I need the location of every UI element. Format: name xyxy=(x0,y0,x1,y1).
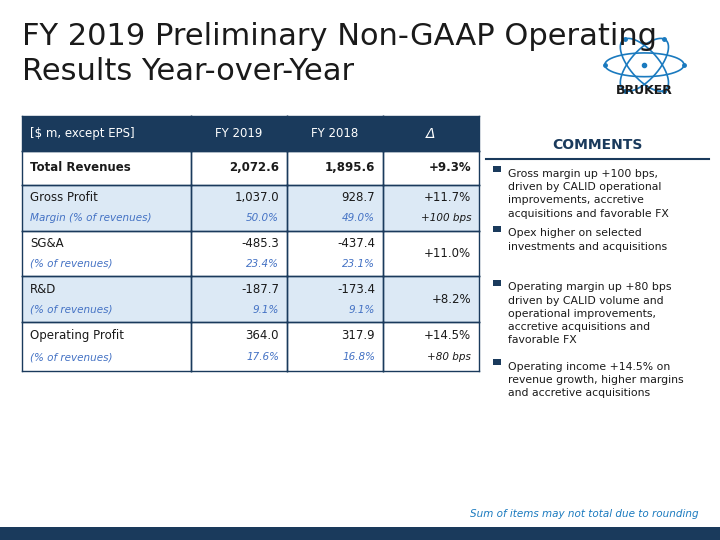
Bar xyxy=(0,526,720,540)
Bar xyxy=(191,231,287,276)
Text: 17.6%: 17.6% xyxy=(246,353,279,362)
Text: 1,895.6: 1,895.6 xyxy=(325,161,375,174)
Text: 9.1%: 9.1% xyxy=(348,305,375,314)
Text: BRUKER: BRUKER xyxy=(616,84,672,97)
Bar xyxy=(287,185,383,231)
Text: +100 bps: +100 bps xyxy=(420,213,471,222)
Text: [$ m, except EPS]: [$ m, except EPS] xyxy=(30,127,135,140)
Text: Operating margin up +80 bps
driven by CALID volume and
operational improvements,: Operating margin up +80 bps driven by CA… xyxy=(508,282,671,345)
Text: (% of revenues): (% of revenues) xyxy=(30,353,112,362)
Bar xyxy=(383,151,479,185)
Bar xyxy=(383,116,479,151)
Text: (% of revenues): (% of revenues) xyxy=(30,259,112,268)
Text: R&D: R&D xyxy=(30,283,56,296)
Bar xyxy=(191,185,287,231)
Text: 49.0%: 49.0% xyxy=(342,213,375,222)
Text: 23.4%: 23.4% xyxy=(246,259,279,268)
Text: -437.4: -437.4 xyxy=(337,237,375,250)
Text: Operating income +14.5% on
revenue growth, higher margins
and accretive acquisit: Operating income +14.5% on revenue growt… xyxy=(508,362,683,398)
Text: FY 2018: FY 2018 xyxy=(311,127,359,140)
Bar xyxy=(383,231,479,276)
Text: SG&A: SG&A xyxy=(30,237,63,250)
Text: +11.7%: +11.7% xyxy=(424,191,471,204)
Bar xyxy=(493,226,501,232)
Text: +8.2%: +8.2% xyxy=(431,293,471,306)
Bar xyxy=(383,276,479,322)
Text: Operating Profit: Operating Profit xyxy=(30,329,124,342)
Text: 1,037.0: 1,037.0 xyxy=(235,191,279,204)
Text: Δ: Δ xyxy=(426,127,436,140)
Text: -173.4: -173.4 xyxy=(337,283,375,296)
Bar xyxy=(493,166,501,172)
Bar xyxy=(22,116,191,151)
Text: 364.0: 364.0 xyxy=(246,329,279,342)
Bar xyxy=(287,322,383,371)
Bar xyxy=(383,185,479,231)
Bar xyxy=(191,151,287,185)
Text: (% of revenues): (% of revenues) xyxy=(30,305,112,314)
Bar xyxy=(383,322,479,371)
Text: 928.7: 928.7 xyxy=(341,191,375,204)
Text: FY 2019 Preliminary Non-GAAP Operating
Results Year-over-Year: FY 2019 Preliminary Non-GAAP Operating R… xyxy=(22,22,657,86)
Text: 23.1%: 23.1% xyxy=(342,259,375,268)
Bar xyxy=(22,276,191,322)
Bar xyxy=(22,151,191,185)
Bar xyxy=(287,231,383,276)
Text: -485.3: -485.3 xyxy=(241,237,279,250)
Text: 16.8%: 16.8% xyxy=(342,353,375,362)
Text: Opex higher on selected
investments and acquisitions: Opex higher on selected investments and … xyxy=(508,228,667,252)
Text: +9.3%: +9.3% xyxy=(428,161,471,174)
Text: +14.5%: +14.5% xyxy=(424,329,471,342)
Text: FY 2019: FY 2019 xyxy=(215,127,263,140)
Text: 50.0%: 50.0% xyxy=(246,213,279,222)
Bar xyxy=(493,280,501,286)
Bar xyxy=(493,359,501,365)
Text: -187.7: -187.7 xyxy=(241,283,279,296)
Bar xyxy=(191,322,287,371)
Text: Gross Profit: Gross Profit xyxy=(30,191,98,204)
Text: 2,072.6: 2,072.6 xyxy=(229,161,279,174)
Text: +80 bps: +80 bps xyxy=(427,353,471,362)
Bar xyxy=(287,151,383,185)
Bar xyxy=(191,276,287,322)
Bar xyxy=(287,276,383,322)
Text: 9.1%: 9.1% xyxy=(253,305,279,314)
Bar xyxy=(287,116,383,151)
Text: COMMENTS: COMMENTS xyxy=(552,138,643,152)
Bar xyxy=(191,116,287,151)
Bar xyxy=(22,231,191,276)
Text: +11.0%: +11.0% xyxy=(424,247,471,260)
Text: Total Revenues: Total Revenues xyxy=(30,161,131,174)
Text: Gross margin up +100 bps,
driven by CALID operational
improvements, accretive
ac: Gross margin up +100 bps, driven by CALI… xyxy=(508,169,668,219)
Text: 317.9: 317.9 xyxy=(341,329,375,342)
Bar xyxy=(22,185,191,231)
Bar xyxy=(22,322,191,371)
Text: Sum of items may not total due to rounding: Sum of items may not total due to roundi… xyxy=(469,509,698,519)
Text: Margin (% of revenues): Margin (% of revenues) xyxy=(30,213,151,222)
